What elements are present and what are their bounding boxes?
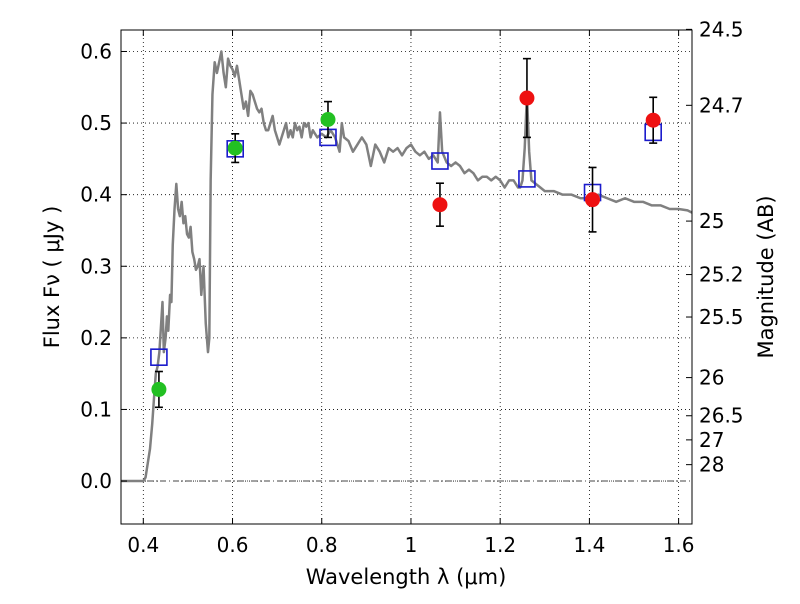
x-tick-label: 0.4 [127,533,159,557]
template-spectrum-line [121,50,693,483]
x-tick-label: 1 [405,533,418,557]
red-observation-point [645,112,661,128]
mag-tick-label: 26.5 [699,404,744,428]
x-axis-label: Wavelength λ (μm) [306,565,507,589]
y-tick-label: 0.4 [80,183,112,207]
model-box-marker [431,152,449,170]
x-tick-label: 1.4 [573,533,605,557]
x-tick-label: 1.6 [663,533,695,557]
mag-tick-label: 26 [699,366,724,390]
x-tick-label: 0.8 [306,533,338,557]
green-observation-point [320,111,336,127]
y-axis-label: Flux Fν ( μJy ) [40,206,64,349]
red-observation-point [519,90,535,106]
y-tick-label: 0.2 [80,326,112,350]
red-observation-point [432,197,448,213]
model-box-marker [518,170,536,188]
y-tick-label: 0.1 [80,397,112,421]
green-observation-point [227,140,243,156]
ticks: 0.4 0.6 0.8 1 1.2 1.4 1.6 0.0 0.1 0.2 0.3 0.4 0.5 0.6… [80,17,743,557]
plot-area [121,50,693,483]
mag-tick-label: 25.2 [699,263,744,287]
grid [121,30,692,524]
mag-tick-label: 25 [699,209,724,233]
mag-tick-label: 24.7 [699,93,744,117]
y-tick-label: 0.6 [80,39,112,63]
y-tick-label: 0.0 [80,469,112,493]
x-tick-label: 1.2 [484,533,516,557]
mag-tick-label: 24.5 [699,17,744,41]
plot-frame [120,29,693,525]
red-observation-point [585,192,601,208]
x-tick-label: 0.6 [217,533,249,557]
axes [120,29,693,525]
mag-tick-label: 27 [699,428,724,452]
y-tick-label: 0.3 [80,254,112,278]
mag-tick-label: 25.5 [699,305,744,329]
mag-tick-label: 28 [699,453,724,477]
y-tick-label: 0.5 [80,111,112,135]
model-box-marker [150,348,168,366]
green-observation-point [151,381,167,397]
y2-axis-label: Magnitude (AB) [754,195,778,358]
